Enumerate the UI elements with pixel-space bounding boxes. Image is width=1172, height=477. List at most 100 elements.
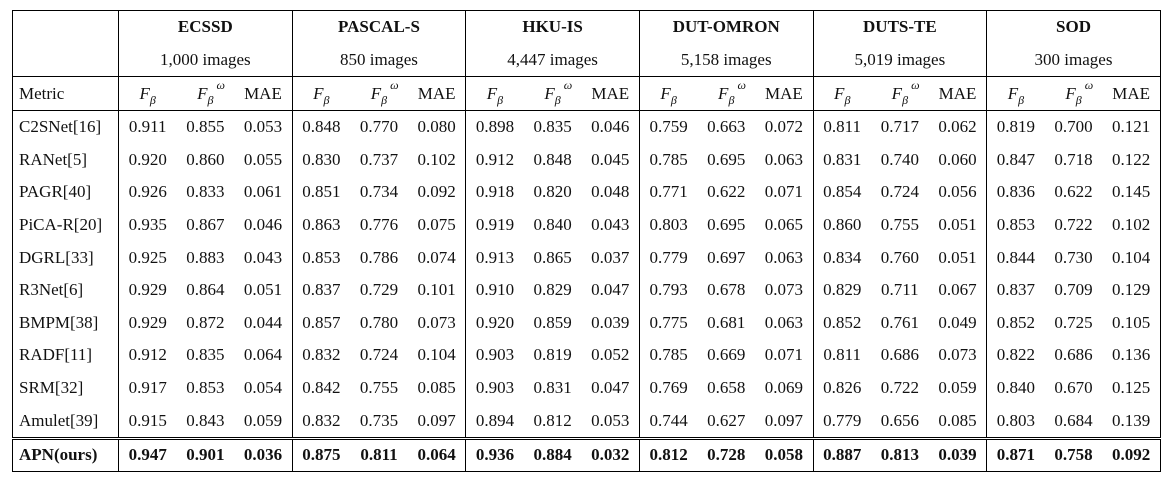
value-cell: 0.092 bbox=[1102, 436, 1161, 472]
results-table: ECSSD PASCAL-S HKU-IS DUT-OMRON DUTS-TE SOD 1,… bbox=[12, 10, 1161, 472]
value-cell: 0.102 bbox=[1112, 215, 1151, 235]
value-cell: 0.918 bbox=[465, 176, 524, 209]
metric-text: MAE bbox=[244, 83, 282, 103]
value-cell: 0.064 bbox=[243, 345, 283, 365]
value-cell: 0.064 bbox=[407, 436, 466, 472]
value-cell: 0.036 bbox=[234, 436, 293, 472]
value-cell: 0.872 bbox=[186, 312, 225, 332]
metric-sup: ω bbox=[216, 77, 225, 92]
value-cell: 0.903 bbox=[465, 371, 524, 405]
value-cell: 0.039 bbox=[928, 436, 987, 472]
value-cell: 0.053 bbox=[243, 117, 283, 137]
value-cell: 0.740 bbox=[880, 149, 919, 169]
value-cell: 0.854 bbox=[812, 176, 871, 209]
value-cell: 0.058 bbox=[755, 436, 814, 472]
value-cell: 0.060 bbox=[938, 149, 977, 169]
metric-label: MAE bbox=[407, 76, 466, 111]
value-cell: 0.136 bbox=[1112, 345, 1151, 365]
value-cell: 0.656 bbox=[880, 410, 919, 430]
value-cell: 0.051 bbox=[938, 215, 977, 235]
value-cell: 0.032 bbox=[581, 436, 640, 472]
value-cell: 0.840 bbox=[986, 371, 1045, 405]
value-cell: 0.734 bbox=[359, 182, 399, 202]
metric-sup: ω bbox=[1084, 77, 1094, 92]
value-cell: 0.884 bbox=[523, 436, 582, 472]
data-row: BMPM[38] 0.929 0.872 0.044 0.857 0.780 0.073 0.… bbox=[13, 306, 1161, 340]
value-cell: 0.063 bbox=[764, 247, 803, 267]
data-row: PiCA-R[20] 0.935 0.867 0.046 0.863 0.776 0.075… bbox=[13, 208, 1161, 242]
metric-base: F bbox=[313, 83, 324, 103]
value-cell: 0.813 bbox=[870, 436, 929, 472]
value-cell: 0.724 bbox=[880, 182, 919, 202]
value-cell: 0.074 bbox=[417, 247, 456, 267]
value-cell: 0.820 bbox=[533, 182, 572, 202]
value-cell: 0.700 bbox=[1054, 117, 1093, 137]
data-row: PAGR[40] 0.926 0.833 0.061 0.851 0.734 0.092 0.… bbox=[13, 176, 1161, 209]
value-cell: 0.695 bbox=[707, 149, 746, 169]
value-cell: 0.145 bbox=[1112, 182, 1151, 202]
metric-label: MAE bbox=[928, 76, 987, 111]
value-cell: 0.819 bbox=[533, 345, 572, 365]
data-row: Amulet[39] 0.915 0.843 0.059 0.832 0.735 0.097… bbox=[13, 404, 1161, 439]
value-cell: 0.686 bbox=[1054, 345, 1093, 365]
value-cell: 0.054 bbox=[243, 378, 283, 398]
value-cell: 0.887 bbox=[812, 436, 871, 472]
value-cell: 0.835 bbox=[533, 117, 572, 137]
value-cell: 0.044 bbox=[243, 312, 283, 332]
value-cell: 0.695 bbox=[707, 215, 746, 235]
value-cell: 0.920 bbox=[118, 143, 177, 177]
value-cell: 0.770 bbox=[359, 117, 399, 137]
value-cell: 0.929 bbox=[118, 273, 177, 307]
value-cell: 0.915 bbox=[118, 404, 177, 439]
metric-base: F bbox=[486, 83, 498, 103]
method-name: RANet[5] bbox=[19, 149, 87, 169]
metric-label: MAE bbox=[581, 76, 640, 111]
value-cell: 0.852 bbox=[986, 306, 1045, 340]
value-cell: 0.080 bbox=[417, 117, 456, 137]
metric-label: MAE bbox=[234, 76, 293, 111]
metric-sup: ω bbox=[563, 77, 573, 92]
metric-base: F bbox=[370, 83, 382, 103]
value-cell: 0.122 bbox=[1112, 149, 1151, 169]
value-cell: 0.830 bbox=[291, 143, 351, 177]
value-cell: 0.670 bbox=[1054, 378, 1093, 398]
value-cell: 0.711 bbox=[881, 280, 919, 300]
metric-sub: β bbox=[1018, 92, 1025, 107]
value-cell: 0.097 bbox=[764, 410, 803, 430]
value-cell: 0.129 bbox=[1112, 280, 1151, 300]
metric-sub: β bbox=[1075, 92, 1082, 107]
method-name: PAGR[40] bbox=[19, 182, 92, 202]
value-cell: 0.851 bbox=[291, 176, 351, 209]
value-cell: 0.102 bbox=[417, 149, 456, 169]
dataset-name: DUTS-TE bbox=[812, 10, 987, 43]
dataset-images: 4,447 images bbox=[465, 43, 640, 77]
metric-script: β bbox=[844, 84, 850, 107]
value-cell: 0.834 bbox=[812, 241, 871, 274]
value-cell: 0.829 bbox=[533, 280, 572, 300]
metric-label: Fβ bbox=[291, 76, 351, 111]
metric-base: F bbox=[834, 83, 845, 103]
value-cell: 0.725 bbox=[1054, 312, 1093, 332]
metric-base: F bbox=[197, 83, 208, 103]
value-cell: 0.759 bbox=[638, 110, 698, 144]
value-cell: 0.043 bbox=[243, 247, 283, 267]
value-cell: 0.920 bbox=[465, 306, 524, 340]
value-cell: 0.847 bbox=[986, 143, 1045, 177]
metric-label: MAE bbox=[755, 76, 814, 111]
metric-label: MAE bbox=[1102, 76, 1161, 111]
value-cell: 0.627 bbox=[707, 410, 746, 430]
dataset-images: 1,000 images bbox=[118, 43, 293, 77]
value-cell: 0.833 bbox=[186, 182, 225, 202]
metric-sub: β bbox=[554, 92, 561, 107]
metric-base: F bbox=[1007, 83, 1019, 103]
value-cell: 0.097 bbox=[417, 410, 456, 430]
metric-base: F bbox=[544, 83, 555, 103]
value-cell: 0.047 bbox=[591, 378, 630, 398]
value-cell: 0.051 bbox=[243, 280, 283, 300]
value-cell: 0.669 bbox=[707, 345, 746, 365]
value-cell: 0.812 bbox=[638, 436, 698, 472]
value-cell: 0.728 bbox=[697, 436, 756, 472]
value-cell: 0.697 bbox=[707, 247, 746, 267]
value-cell: 0.853 bbox=[186, 378, 225, 398]
